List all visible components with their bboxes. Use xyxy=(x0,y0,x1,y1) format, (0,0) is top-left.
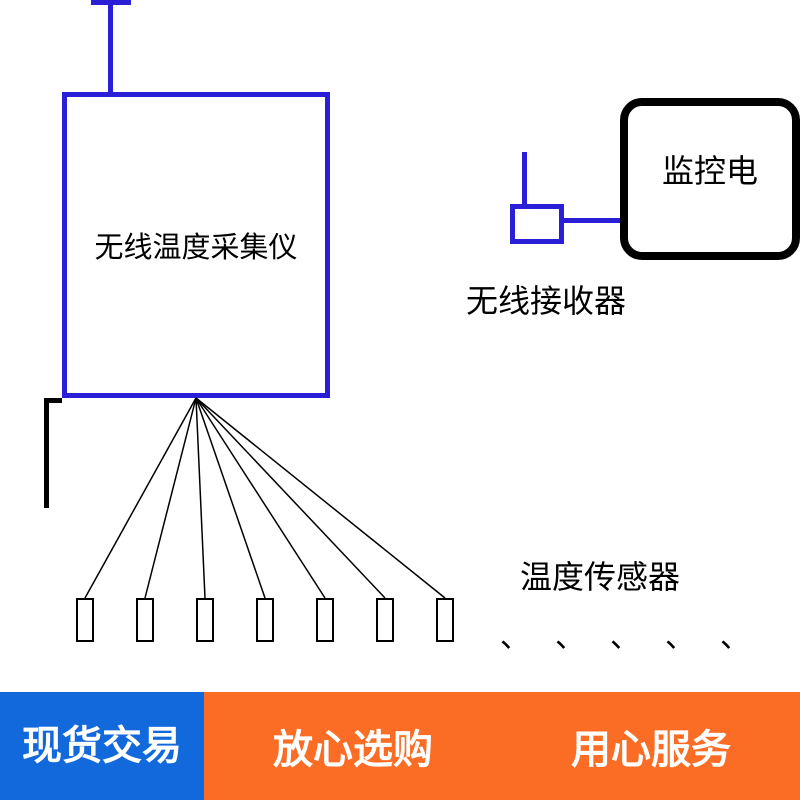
temperature-sensor xyxy=(376,598,394,642)
banner-left-text: 现货交易 xyxy=(22,725,182,767)
monitor-box: 监控电 xyxy=(620,98,800,260)
monitor-label: 监控电 xyxy=(662,153,758,189)
receiver-label: 无线接收器 xyxy=(466,276,626,322)
receiver-antenna xyxy=(522,152,527,204)
promo-banner: 现货交易 放心选购 用心服务 xyxy=(0,692,800,800)
banner-right: 放心选购 用心服务 xyxy=(204,692,800,800)
banner-right-item-2: 用心服务 xyxy=(571,717,731,775)
collector-antenna-cap xyxy=(91,0,131,5)
stub-line-vertical xyxy=(44,398,49,508)
wireless-receiver-box xyxy=(510,204,564,244)
stub-line-horizontal xyxy=(44,398,62,403)
continuation-tick: 、 xyxy=(555,612,585,656)
collector-antenna xyxy=(108,0,113,92)
banner-right-item-1: 放心选购 xyxy=(273,717,433,775)
receiver-connector-line xyxy=(564,218,620,223)
temperature-sensor xyxy=(196,598,214,642)
temperature-sensor xyxy=(316,598,334,642)
wireless-temp-collector-box: 无线温度采集仪 xyxy=(62,92,330,398)
temperature-sensor xyxy=(136,598,154,642)
continuation-tick: 、 xyxy=(500,612,530,656)
continuation-tick: 、 xyxy=(665,612,695,656)
continuation-tick: 、 xyxy=(610,612,640,656)
temperature-sensor xyxy=(76,598,94,642)
banner-left: 现货交易 xyxy=(0,692,204,800)
collector-label: 无线温度采集仪 xyxy=(94,224,297,266)
temperature-sensor xyxy=(256,598,274,642)
temperature-sensor-label: 温度传感器 xyxy=(520,552,680,598)
system-diagram: 无线温度采集仪 无线接收器 监控电 温度传感器 、、、、、 xyxy=(0,0,800,800)
temperature-sensor xyxy=(436,598,454,642)
continuation-tick: 、 xyxy=(720,612,750,656)
